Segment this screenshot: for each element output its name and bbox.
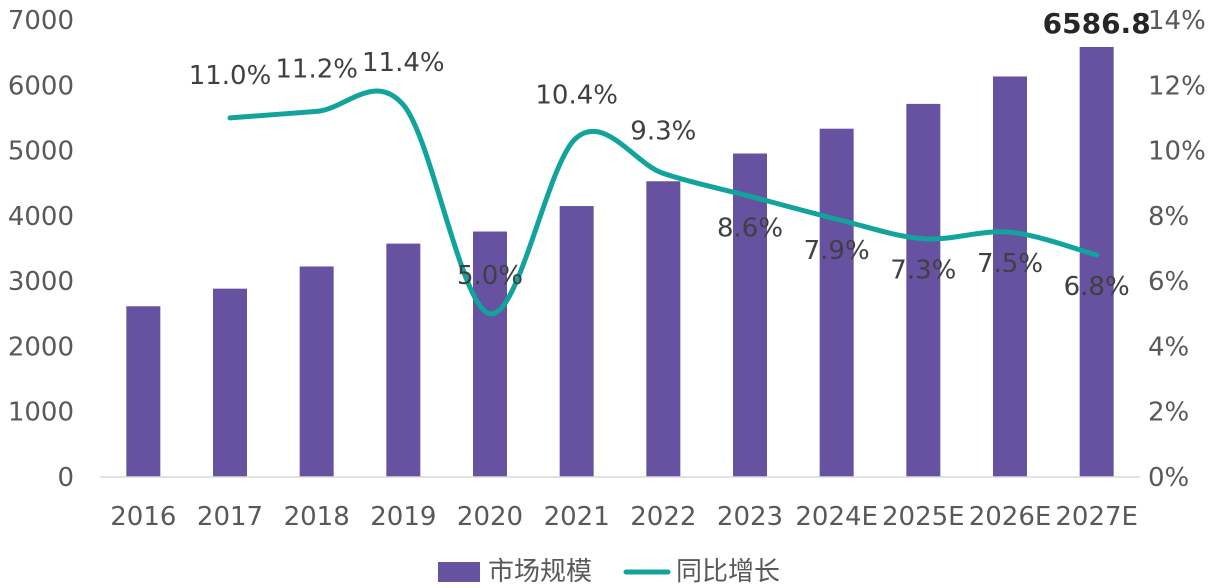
y-left-tick-label: 1000	[8, 398, 74, 428]
y-left-tick-label: 3000	[8, 267, 74, 297]
x-tick-label: 2016	[110, 502, 176, 532]
bar-2018	[299, 266, 334, 477]
bar-2027E	[1079, 46, 1114, 477]
y-left-tick-label: 6000	[8, 71, 74, 101]
x-tick-label: 2019	[370, 502, 436, 532]
y-left-tick-label: 0	[57, 463, 74, 493]
y-right-tick-label: 2%	[1148, 398, 1189, 428]
legend: 市场规模 同比增长	[438, 557, 780, 587]
bar-2026E	[993, 76, 1027, 478]
growth-data-label: 11.0%	[189, 61, 272, 91]
y-left-tick-label: 2000	[8, 332, 74, 362]
growth-line	[227, 88, 1100, 317]
y-right-tick-label: 8%	[1148, 202, 1189, 232]
y-right-tick-label: 14%	[1148, 6, 1206, 36]
bar-2017	[213, 288, 247, 477]
x-tick-label: 2024E	[795, 502, 878, 532]
y-left-tick-label: 5000	[8, 137, 74, 167]
bar-value-label: 6586.8	[1043, 7, 1151, 40]
growth-data-label: 9.3%	[630, 116, 696, 146]
growth-data-label: 11.4%	[362, 48, 445, 78]
growth-line-series: 11.0% 11.2% 11.4% 5.0% 10.4% 9.3% 8.6% 7.9% 7.3%…	[189, 48, 1130, 317]
y-left-tick-label: 7000	[8, 6, 74, 36]
growth-data-label: 7.3%	[890, 256, 956, 286]
x-tick-label: 2027E	[1055, 502, 1138, 532]
y-axis-right: 0% 2% 4% 6% 8% 10% 12% 14%	[1148, 6, 1206, 493]
growth-data-label: 7.9%	[804, 236, 870, 266]
y-right-tick-label: 6%	[1148, 267, 1189, 297]
x-tick-label: 2023	[717, 502, 783, 532]
y-right-tick-label: 0%	[1148, 463, 1189, 493]
x-tick-label: 2018	[284, 502, 350, 532]
bar-2024E	[819, 128, 854, 477]
legend-label-growth: 同比增长	[676, 557, 780, 587]
bar-2019	[386, 243, 421, 477]
x-tick-label: 2025E	[882, 502, 965, 532]
growth-data-label: 10.4%	[535, 81, 618, 111]
bar-2023	[733, 153, 767, 478]
bar-2016	[126, 306, 161, 477]
x-axis: 2016 2017 2018 2019 2020 2021 2022 2023 2024E 202…	[100, 476, 1140, 532]
growth-data-label: 5.0%	[457, 261, 523, 291]
x-tick-label: 2017	[197, 502, 263, 532]
x-tick-label: 2021	[544, 502, 610, 532]
y-right-tick-label: 10%	[1148, 137, 1206, 167]
growth-data-label: 11.2%	[275, 54, 358, 84]
growth-data-label: 8.6%	[717, 213, 783, 243]
y-left-tick-label: 4000	[8, 202, 74, 232]
y-right-tick-label: 12%	[1148, 71, 1206, 101]
bar-2022	[646, 181, 681, 477]
growth-data-label: 6.8%	[1064, 272, 1130, 302]
x-tick-label: 2020	[457, 502, 523, 532]
bar-2020	[473, 231, 507, 477]
x-tick-label: 2026E	[969, 502, 1052, 532]
y-axis-left: 0 1000 2000 3000 4000 5000 6000 7000	[8, 6, 74, 493]
legend-bar-swatch	[438, 562, 480, 582]
y-right-tick-label: 4%	[1148, 332, 1189, 362]
x-tick-label: 2022	[630, 502, 696, 532]
legend-label-market-size: 市场规模	[488, 557, 592, 587]
bar-2021	[559, 206, 594, 478]
growth-data-label: 7.5%	[977, 249, 1043, 279]
bar-2025E	[906, 103, 941, 477]
bar-series: 6586.8	[126, 7, 1151, 478]
